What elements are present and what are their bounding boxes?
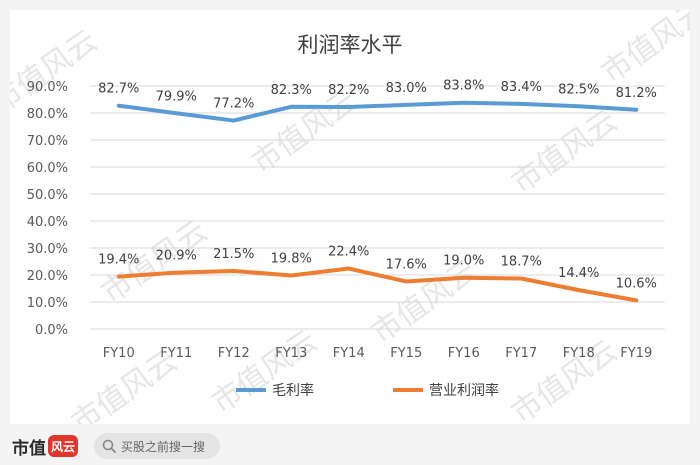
search-placeholder: 买股之前搜一搜 — [121, 439, 206, 454]
data-label: 19.0% — [443, 254, 484, 269]
series-line-1 — [116, 100, 639, 123]
data-label: 82.7% — [98, 82, 139, 97]
data-label: 81.2% — [616, 86, 657, 101]
x-tick-label: FY19 — [620, 346, 652, 361]
data-label: 10.6% — [616, 276, 657, 291]
data-label: 82.2% — [328, 83, 369, 98]
y-tick-label: 40.0% — [27, 215, 68, 230]
watermark-text: 市值风云 — [595, 10, 690, 91]
x-tick-label: FY16 — [448, 346, 480, 361]
watermark-text: 市值风云 — [205, 323, 323, 420]
x-tick-label: FY13 — [275, 346, 307, 361]
watermark-text: 市值风云 — [245, 83, 363, 180]
data-label: 82.5% — [558, 82, 599, 97]
y-tick-label: 10.0% — [27, 296, 68, 311]
x-tick-label: FY18 — [563, 346, 595, 361]
x-tick-label: FY10 — [103, 346, 135, 361]
y-tick-label: 90.0% — [27, 80, 68, 95]
legend-label: 营业利润率 — [429, 382, 499, 399]
y-tick-label: 60.0% — [27, 161, 68, 176]
data-label: 21.5% — [213, 247, 254, 262]
chart-card: 市值风云 市值风云 市值风云 市值风云 市值风云 市值风云 市值风云 市值风云 市值风云 利润率… — [0, 0, 700, 441]
data-label: 83.8% — [443, 79, 484, 94]
data-label: 83.0% — [386, 81, 427, 96]
legend-label: 毛利率 — [272, 382, 314, 399]
watermark-text: 市值风云 — [505, 103, 623, 200]
y-tick-label: 70.0% — [27, 134, 68, 149]
x-tick-label: FY12 — [218, 346, 250, 361]
y-tick-label: 0.0% — [35, 323, 68, 338]
chart-title: 利润率水平 — [298, 33, 403, 57]
data-label: 83.4% — [501, 80, 542, 95]
search-icon — [102, 439, 116, 453]
data-label: 82.3% — [271, 83, 312, 98]
data-label: 18.7% — [501, 255, 542, 270]
x-tick-label: FY17 — [505, 346, 537, 361]
x-tick-label: FY15 — [390, 346, 422, 361]
data-label: 20.9% — [156, 249, 197, 264]
chart-legend: 毛利率 营业利润率 — [236, 382, 499, 399]
data-label: 17.6% — [386, 257, 427, 272]
y-tick-label: 80.0% — [27, 107, 68, 122]
search-box[interactable]: 买股之前搜一搜 — [94, 433, 220, 459]
brand-logo[interactable]: 市值 风云 — [12, 432, 78, 460]
series-line-2 — [116, 266, 639, 303]
logo-badge: 风云 — [48, 435, 78, 457]
data-label: 19.8% — [271, 252, 312, 267]
y-tick-label: 20.0% — [27, 269, 68, 284]
footer-bar: 市值 风云 买股之前搜一搜 — [0, 426, 700, 465]
y-tick-label: 30.0% — [27, 242, 68, 257]
data-label: 14.4% — [558, 266, 599, 281]
logo-text: 市值 — [12, 438, 46, 459]
data-label: 22.4% — [328, 245, 369, 260]
x-tick-label: FY14 — [333, 346, 365, 361]
data-label: 19.4% — [98, 253, 139, 268]
y-tick-label: 50.0% — [27, 188, 68, 203]
data-label: 77.2% — [213, 97, 254, 112]
data-label: 79.9% — [156, 89, 197, 104]
x-tick-label: FY11 — [160, 346, 192, 361]
